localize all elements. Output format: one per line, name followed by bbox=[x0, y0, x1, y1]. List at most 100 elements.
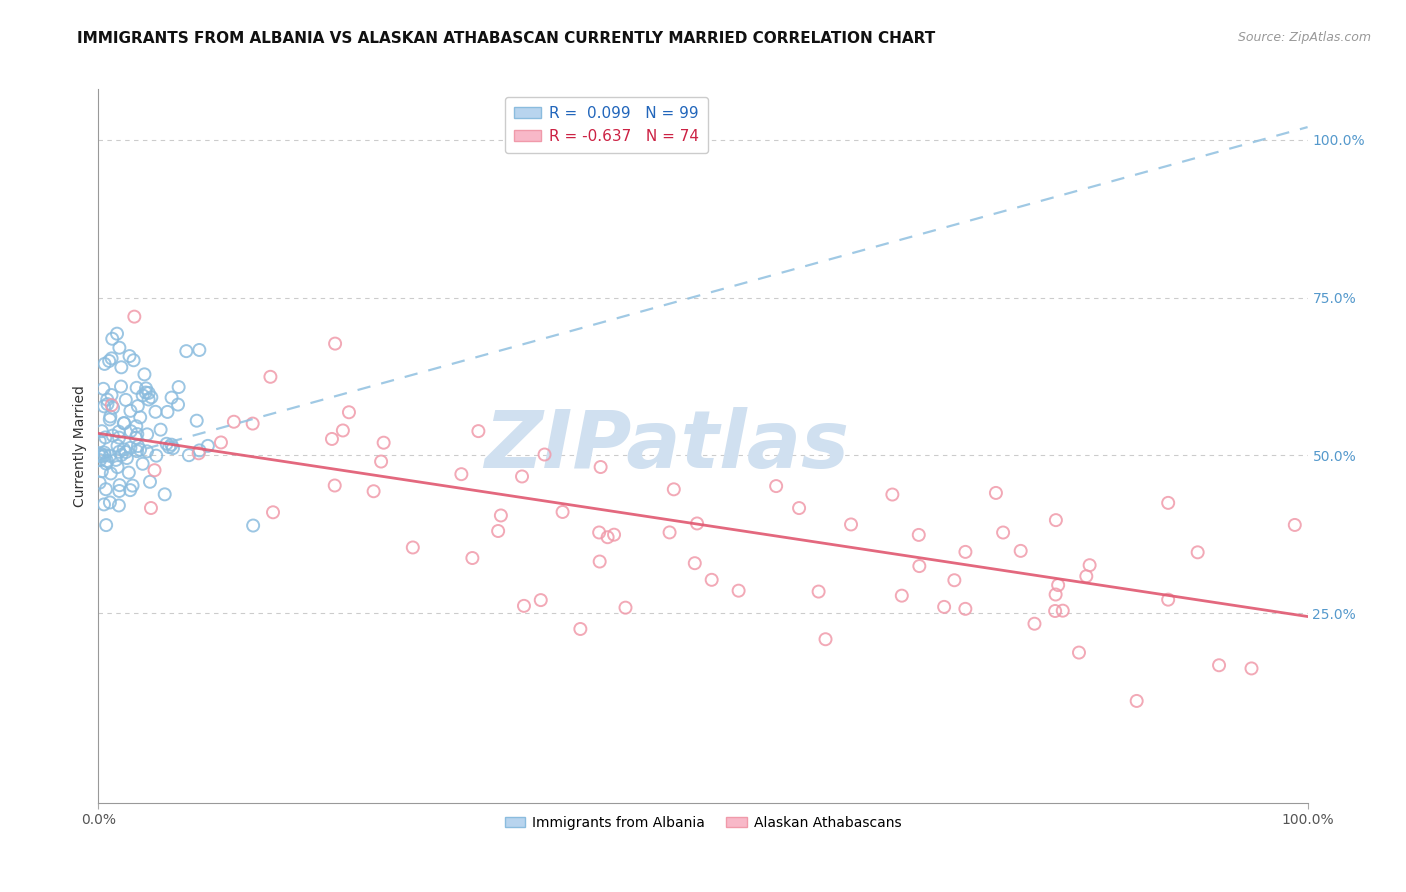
Point bbox=[489, 508, 512, 523]
Point bbox=[1125, 694, 1147, 708]
Point bbox=[120, 424, 142, 438]
Point bbox=[167, 398, 190, 412]
Point bbox=[107, 460, 129, 475]
Point bbox=[1284, 518, 1306, 533]
Point bbox=[787, 501, 810, 516]
Point bbox=[98, 354, 121, 368]
Point bbox=[100, 467, 122, 481]
Point bbox=[160, 391, 183, 405]
Point bbox=[1045, 587, 1067, 601]
Point bbox=[908, 559, 931, 574]
Point bbox=[513, 599, 536, 613]
Point bbox=[363, 484, 385, 499]
Point bbox=[108, 499, 131, 513]
Point bbox=[93, 400, 115, 414]
Point bbox=[100, 398, 122, 412]
Point bbox=[551, 505, 574, 519]
Point bbox=[89, 475, 111, 490]
Point bbox=[955, 602, 977, 616]
Point bbox=[112, 416, 135, 430]
Point bbox=[108, 483, 131, 498]
Point bbox=[145, 449, 167, 463]
Point bbox=[1187, 545, 1209, 559]
Point bbox=[242, 518, 264, 533]
Point bbox=[588, 525, 610, 540]
Point bbox=[118, 466, 141, 480]
Point bbox=[765, 479, 787, 493]
Point bbox=[955, 545, 977, 559]
Point bbox=[115, 451, 138, 466]
Point bbox=[157, 440, 180, 454]
Point bbox=[107, 425, 129, 439]
Point bbox=[98, 449, 121, 463]
Point bbox=[120, 404, 142, 418]
Point bbox=[89, 449, 111, 463]
Point bbox=[100, 351, 122, 366]
Point bbox=[337, 405, 360, 419]
Point bbox=[1240, 661, 1263, 675]
Point bbox=[727, 583, 749, 598]
Legend: Immigrants from Albania, Alaskan Athabascans: Immigrants from Albania, Alaskan Athabas… bbox=[499, 810, 907, 835]
Point bbox=[110, 360, 132, 375]
Point bbox=[94, 482, 117, 496]
Point bbox=[145, 405, 167, 419]
Point bbox=[135, 381, 157, 395]
Point bbox=[1024, 616, 1046, 631]
Point bbox=[890, 589, 912, 603]
Point bbox=[323, 336, 346, 351]
Point bbox=[177, 448, 200, 462]
Point bbox=[120, 441, 142, 455]
Point bbox=[125, 431, 148, 445]
Point bbox=[122, 353, 145, 368]
Point bbox=[149, 423, 172, 437]
Point bbox=[683, 556, 706, 570]
Point bbox=[814, 632, 837, 647]
Point bbox=[120, 483, 142, 497]
Point bbox=[94, 518, 117, 533]
Point bbox=[96, 397, 118, 411]
Point bbox=[125, 419, 148, 434]
Point bbox=[139, 475, 162, 489]
Point bbox=[136, 444, 159, 458]
Point bbox=[1157, 592, 1180, 607]
Point bbox=[209, 435, 232, 450]
Point bbox=[467, 424, 489, 438]
Point bbox=[127, 439, 149, 453]
Point bbox=[589, 460, 612, 475]
Point bbox=[101, 401, 124, 415]
Point bbox=[91, 450, 114, 464]
Point bbox=[882, 487, 904, 501]
Point bbox=[108, 341, 131, 355]
Point bbox=[114, 392, 136, 407]
Point bbox=[131, 388, 153, 402]
Point bbox=[1076, 569, 1098, 583]
Point bbox=[89, 453, 111, 467]
Point bbox=[1010, 544, 1032, 558]
Point bbox=[262, 505, 284, 519]
Point bbox=[461, 551, 484, 566]
Point bbox=[105, 326, 128, 341]
Point bbox=[134, 368, 156, 382]
Point bbox=[162, 441, 184, 455]
Point bbox=[991, 525, 1014, 540]
Point bbox=[135, 385, 157, 400]
Point bbox=[104, 453, 127, 467]
Point bbox=[125, 444, 148, 458]
Point bbox=[101, 428, 124, 442]
Point bbox=[1157, 496, 1180, 510]
Point bbox=[91, 382, 114, 396]
Point bbox=[1067, 646, 1090, 660]
Point bbox=[131, 457, 153, 471]
Point bbox=[129, 442, 152, 457]
Point bbox=[138, 385, 160, 400]
Text: IMMIGRANTS FROM ALBANIA VS ALASKAN ATHABASCAN CURRENTLY MARRIED CORRELATION CHAR: IMMIGRANTS FROM ALBANIA VS ALASKAN ATHAB… bbox=[77, 31, 935, 46]
Text: ZIPatlas: ZIPatlas bbox=[484, 407, 849, 485]
Point bbox=[188, 443, 211, 458]
Point bbox=[96, 454, 118, 468]
Point bbox=[160, 438, 183, 452]
Point bbox=[138, 392, 160, 407]
Point bbox=[115, 445, 138, 459]
Point bbox=[1043, 604, 1066, 618]
Point bbox=[136, 427, 159, 442]
Point bbox=[450, 467, 472, 482]
